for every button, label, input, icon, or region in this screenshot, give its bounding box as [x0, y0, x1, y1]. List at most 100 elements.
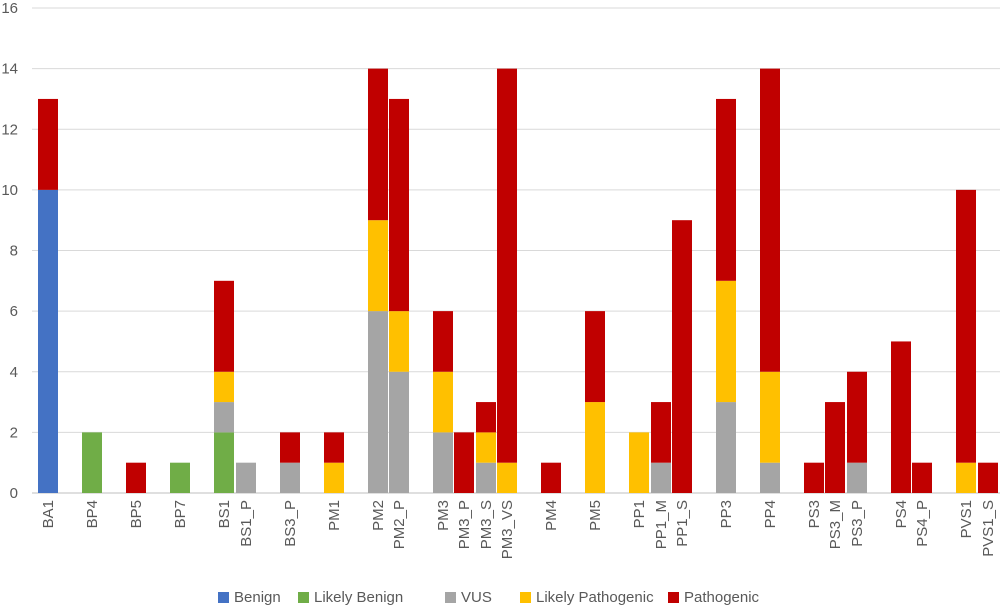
x-tick-label: BS1: [216, 500, 233, 528]
bar-segment: [214, 280, 234, 372]
y-tick-label: 12: [1, 121, 18, 138]
x-tick-label: PS3_P: [849, 500, 866, 547]
y-tick-label: 16: [1, 0, 18, 17]
x-tick-label: PP1: [631, 500, 648, 528]
bar-segment: [716, 402, 736, 493]
legend-swatch: [298, 592, 309, 603]
x-tick-label: PP3: [718, 500, 735, 528]
bar-segment: [280, 462, 300, 493]
y-tick-label: 14: [1, 61, 18, 78]
bar-segment: [651, 462, 671, 493]
bar-segment: [170, 462, 190, 493]
bar-segment: [82, 432, 102, 493]
x-tick-label: PS3: [806, 500, 823, 528]
bars: [38, 68, 998, 493]
bar-segment: [433, 371, 453, 433]
bar-segment: [433, 432, 453, 493]
bar-segment: [585, 402, 605, 493]
bar-segment: [804, 462, 824, 493]
bar-segment: [214, 432, 234, 493]
bar-segment: [214, 402, 234, 433]
y-tick-label: 8: [10, 243, 18, 260]
legend-label: Pathogenic: [684, 589, 760, 606]
legend-swatch: [218, 592, 229, 603]
x-tick-label: PM3: [435, 500, 452, 531]
bar-segment: [280, 432, 300, 463]
x-tick-label: PP4: [762, 500, 779, 528]
bar-segment: [126, 462, 146, 493]
x-tick-label: PM3_VS: [499, 500, 516, 559]
legend-label: Likely Benign: [314, 589, 403, 606]
bar-segment: [38, 98, 58, 190]
legend-swatch: [668, 592, 679, 603]
x-tick-label: PM1: [326, 500, 343, 531]
bar-segment: [368, 68, 388, 221]
x-tick-label: PM2_P: [391, 500, 408, 549]
bar-segment: [368, 220, 388, 312]
y-tick-label: 0: [10, 485, 18, 502]
x-tick-label: BP4: [84, 500, 101, 528]
y-tick-label: 6: [10, 303, 18, 320]
bar-segment: [324, 432, 344, 463]
x-tick-label: PM2: [370, 500, 387, 531]
bar-segment: [476, 402, 496, 433]
x-tick-label: PVS1_S: [980, 500, 997, 557]
bar-segment: [389, 311, 409, 372]
x-tick-label: PS3_M: [827, 500, 844, 549]
x-tick-label: PM4: [543, 500, 560, 531]
legend-label: Likely Pathogenic: [536, 589, 654, 606]
legend-swatch: [445, 592, 456, 603]
x-tick-label: PM3_P: [456, 500, 473, 549]
bar-segment: [368, 311, 388, 493]
bar-segment: [324, 462, 344, 493]
bar-segment: [389, 371, 409, 493]
bar-segment: [716, 280, 736, 403]
bar-segment: [389, 98, 409, 312]
bar-segment: [825, 402, 845, 493]
x-tick-label: BS1_P: [238, 500, 255, 547]
x-tick-label: BP5: [128, 500, 145, 528]
y-tick-label: 4: [10, 364, 18, 381]
bar-segment: [541, 462, 561, 493]
x-tick-label: BA1: [40, 500, 57, 528]
x-tick-label: PVS1: [958, 500, 975, 538]
x-tick-label: PP1_S: [674, 500, 691, 547]
x-tick-label: PS4: [893, 500, 910, 528]
bar-segment: [978, 462, 998, 493]
bar-segment: [956, 189, 976, 463]
bar-segment: [672, 220, 692, 493]
bar-segment: [651, 402, 671, 463]
legend-label: Benign: [234, 589, 281, 606]
x-tick-label: PP1_M: [653, 500, 670, 549]
legend-swatch: [520, 592, 531, 603]
y-axis: 0 2 4 6 8 10 12 14 16: [1, 0, 18, 502]
bar-segment: [236, 462, 256, 493]
x-axis: BA1 BP4 BP5 BP7 BS1 BS1_P BS3_P PM1 PM2 PM2_P PM3 P…: [40, 500, 997, 559]
bar-segment: [760, 68, 780, 372]
bar-segment: [847, 371, 867, 463]
bar-segment: [956, 462, 976, 493]
bar-segment: [716, 98, 736, 281]
bar-segment: [454, 432, 474, 493]
bar-segment: [891, 341, 911, 493]
x-tick-label: PM3_S: [478, 500, 495, 549]
bar-segment: [497, 68, 517, 463]
bar-segment: [476, 462, 496, 493]
bar-segment: [476, 432, 496, 463]
bar-segment: [585, 311, 605, 403]
legend: Benign Likely Benign VUS Likely Pathogenic P…: [218, 589, 760, 606]
bar-segment: [214, 371, 234, 403]
bar-segment: [629, 432, 649, 493]
bar-segment: [760, 462, 780, 493]
y-tick-label: 10: [1, 182, 18, 199]
bar-segment: [38, 189, 58, 493]
bar-segment: [760, 371, 780, 463]
x-tick-label: PM5: [587, 500, 604, 531]
bar-segment: [433, 311, 453, 372]
legend-label: VUS: [461, 589, 492, 606]
bar-segment: [847, 462, 867, 493]
x-tick-label: BS3_P: [282, 500, 299, 547]
x-tick-label: BP7: [172, 500, 189, 528]
bar-segment: [912, 462, 932, 493]
